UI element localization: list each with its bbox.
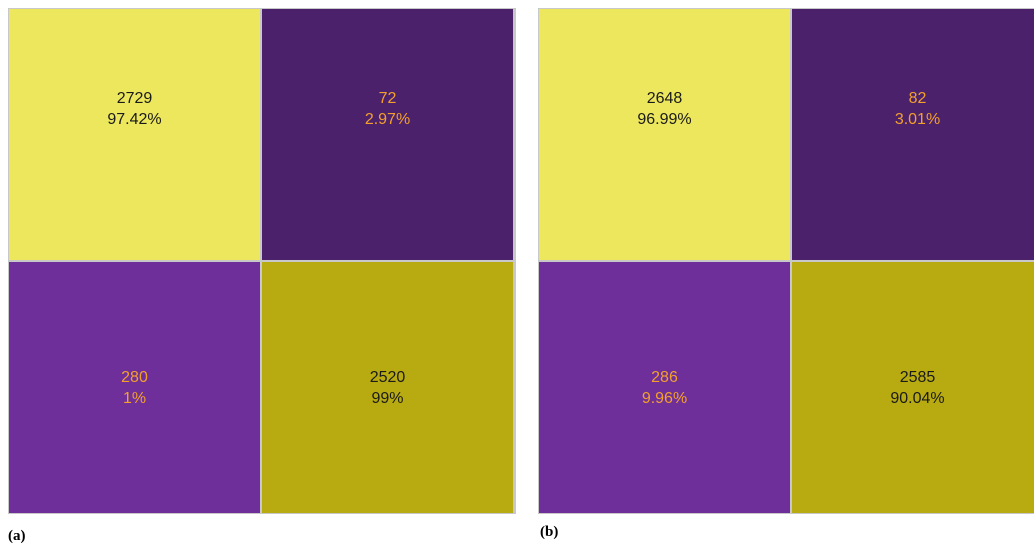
cell-count: 280 bbox=[121, 368, 148, 386]
cell-b-2-2: 2585 90.04% bbox=[792, 262, 1034, 513]
panel-label-a: (a) bbox=[8, 528, 26, 544]
panel-label-b: (b) bbox=[540, 524, 559, 540]
cell-b-1-2: 82 3.01% bbox=[792, 9, 1034, 260]
cell-a-2-1: 280 1% bbox=[9, 262, 260, 513]
cell-percent: 9.96% bbox=[641, 389, 688, 407]
cell-a-1-1: 2729 97.42% bbox=[9, 9, 260, 260]
cell-count: 2648 bbox=[646, 89, 683, 107]
cell-count: 2520 bbox=[369, 368, 406, 386]
cell-count: 2585 bbox=[899, 368, 936, 386]
confusion-matrix-a: 2729 97.42% 72 2.97% 280 1% 2520 99% bbox=[8, 8, 516, 514]
cell-percent: 97.42% bbox=[107, 110, 162, 128]
cell-percent: 96.99% bbox=[637, 110, 692, 128]
cell-count: 2729 bbox=[116, 89, 153, 107]
cell-b-1-1: 2648 96.99% bbox=[539, 9, 790, 260]
cell-percent: 3.01% bbox=[894, 110, 941, 128]
cell-b-2-1: 286 9.96% bbox=[539, 262, 790, 513]
cell-count: 286 bbox=[651, 368, 678, 386]
cell-a-2-2: 2520 99% bbox=[262, 262, 513, 513]
cell-percent: 99% bbox=[371, 389, 404, 407]
confusion-matrix-b: 2648 96.99% 82 3.01% 286 9.96% 2585 90.0… bbox=[538, 8, 1034, 514]
cell-count: 72 bbox=[378, 89, 397, 107]
cell-percent: 1% bbox=[122, 389, 147, 407]
cell-count: 82 bbox=[908, 89, 927, 107]
cell-percent: 2.97% bbox=[364, 110, 411, 128]
cell-percent: 90.04% bbox=[890, 389, 945, 407]
cell-a-1-2: 72 2.97% bbox=[262, 9, 513, 260]
